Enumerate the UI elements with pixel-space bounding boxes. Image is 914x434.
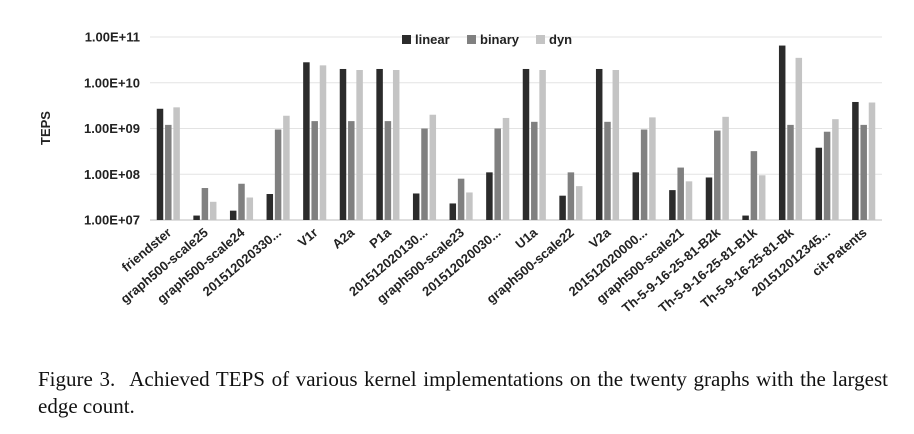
bar-linear bbox=[669, 190, 676, 220]
bar-binary bbox=[640, 129, 648, 220]
bar-dyn bbox=[209, 201, 217, 220]
bar-dyn bbox=[758, 175, 766, 220]
bar-binary bbox=[531, 121, 538, 220]
bar-dyn bbox=[429, 114, 437, 220]
bar-binary bbox=[311, 121, 318, 220]
y-axis-title: TEPS bbox=[38, 111, 53, 145]
bar-dyn bbox=[649, 117, 656, 220]
x-category-label: U1a bbox=[512, 224, 541, 251]
bar-dyn bbox=[246, 197, 254, 220]
bar-linear bbox=[229, 210, 237, 220]
bar-dyn bbox=[173, 107, 180, 220]
bar-binary bbox=[348, 121, 355, 220]
figure-caption-text: Achieved TEPS of various kernel implemen… bbox=[38, 367, 889, 418]
y-tick-label: 1.00E+11 bbox=[85, 30, 140, 45]
legend-label-linear: linear bbox=[415, 32, 450, 47]
x-category-label: P1a bbox=[366, 224, 394, 251]
bar-binary bbox=[494, 128, 501, 220]
bar-linear bbox=[156, 108, 164, 220]
bar-linear bbox=[303, 62, 310, 221]
bar-binary bbox=[384, 121, 392, 220]
bar-binary bbox=[787, 124, 794, 220]
bar-linear bbox=[742, 215, 749, 220]
y-tick-label: 1.00E+08 bbox=[84, 167, 140, 182]
bar-dyn bbox=[283, 115, 290, 220]
bar-linear bbox=[595, 68, 603, 220]
x-category-label: A2a bbox=[329, 224, 358, 251]
bar-binary bbox=[567, 172, 575, 220]
bar-binary bbox=[238, 183, 245, 220]
bar-dyn bbox=[319, 65, 327, 220]
bar-binary bbox=[677, 167, 684, 220]
bar-binary bbox=[421, 128, 428, 220]
bar-linear bbox=[815, 147, 823, 220]
bar-binary bbox=[823, 131, 831, 220]
bar-linear bbox=[852, 101, 859, 220]
bar-dyn bbox=[466, 192, 473, 220]
bar-dyn bbox=[868, 102, 876, 220]
bar-dyn bbox=[392, 69, 400, 220]
legend-label-dyn: dyn bbox=[549, 32, 572, 47]
bar-binary bbox=[201, 188, 209, 220]
bar-dyn bbox=[612, 69, 620, 220]
bar-binary bbox=[750, 151, 758, 220]
bar-linear bbox=[486, 172, 493, 220]
bar-linear bbox=[705, 177, 713, 220]
x-axis-category-labels: friendstergraph500-scale25graph500-scale… bbox=[118, 224, 870, 315]
bar-dyn bbox=[575, 186, 583, 220]
bar-dyn bbox=[502, 117, 510, 220]
bar-linear bbox=[778, 45, 786, 220]
bar-linear bbox=[266, 194, 274, 220]
figure-caption: Figure 3. Achieved TEPS of various kernel… bbox=[38, 366, 888, 420]
y-tick-label: 1.00E+07 bbox=[84, 213, 140, 228]
bar-linear bbox=[376, 68, 383, 220]
legend: linear binary dyn bbox=[402, 32, 572, 47]
bar-dyn bbox=[832, 119, 839, 220]
y-tick-label: 1.00E+09 bbox=[84, 121, 140, 136]
legend-swatch-dyn bbox=[536, 35, 545, 44]
legend-swatch-linear bbox=[402, 35, 411, 44]
bar-binary bbox=[604, 121, 611, 220]
bar-dyn bbox=[539, 69, 546, 220]
bar-dyn bbox=[722, 116, 729, 220]
bar-linear bbox=[559, 195, 566, 220]
gridlines bbox=[150, 36, 882, 221]
x-category-label: V2a bbox=[586, 224, 614, 251]
y-axis-ticks: 1.00E+07 1.00E+08 1.00E+09 1.00E+10 1.00E+11 bbox=[84, 30, 140, 228]
bar-linear bbox=[339, 68, 347, 220]
bars bbox=[156, 45, 876, 221]
bar-dyn bbox=[795, 57, 803, 220]
y-tick-label: 1.00E+10 bbox=[84, 75, 140, 90]
bar-binary bbox=[860, 124, 867, 220]
bar-binary bbox=[714, 130, 721, 220]
bar-dyn bbox=[356, 69, 363, 220]
bar-dyn bbox=[685, 181, 693, 220]
bar-linear bbox=[449, 203, 457, 220]
bar-linear bbox=[632, 172, 640, 220]
bar-binary bbox=[457, 178, 465, 220]
bar-linear bbox=[522, 68, 530, 220]
bar-linear bbox=[412, 193, 420, 220]
bar-binary bbox=[274, 129, 282, 220]
bar-binary bbox=[165, 124, 172, 220]
figure-caption-label: Figure 3. bbox=[38, 367, 116, 391]
teps-bar-chart: 1.00E+07 1.00E+08 1.00E+09 1.00E+10 1.00E+11… bbox=[38, 30, 882, 316]
legend-label-binary: binary bbox=[480, 32, 520, 47]
bar-linear bbox=[193, 215, 200, 220]
x-category-label: V1r bbox=[295, 225, 321, 250]
legend-swatch-binary bbox=[467, 35, 476, 44]
